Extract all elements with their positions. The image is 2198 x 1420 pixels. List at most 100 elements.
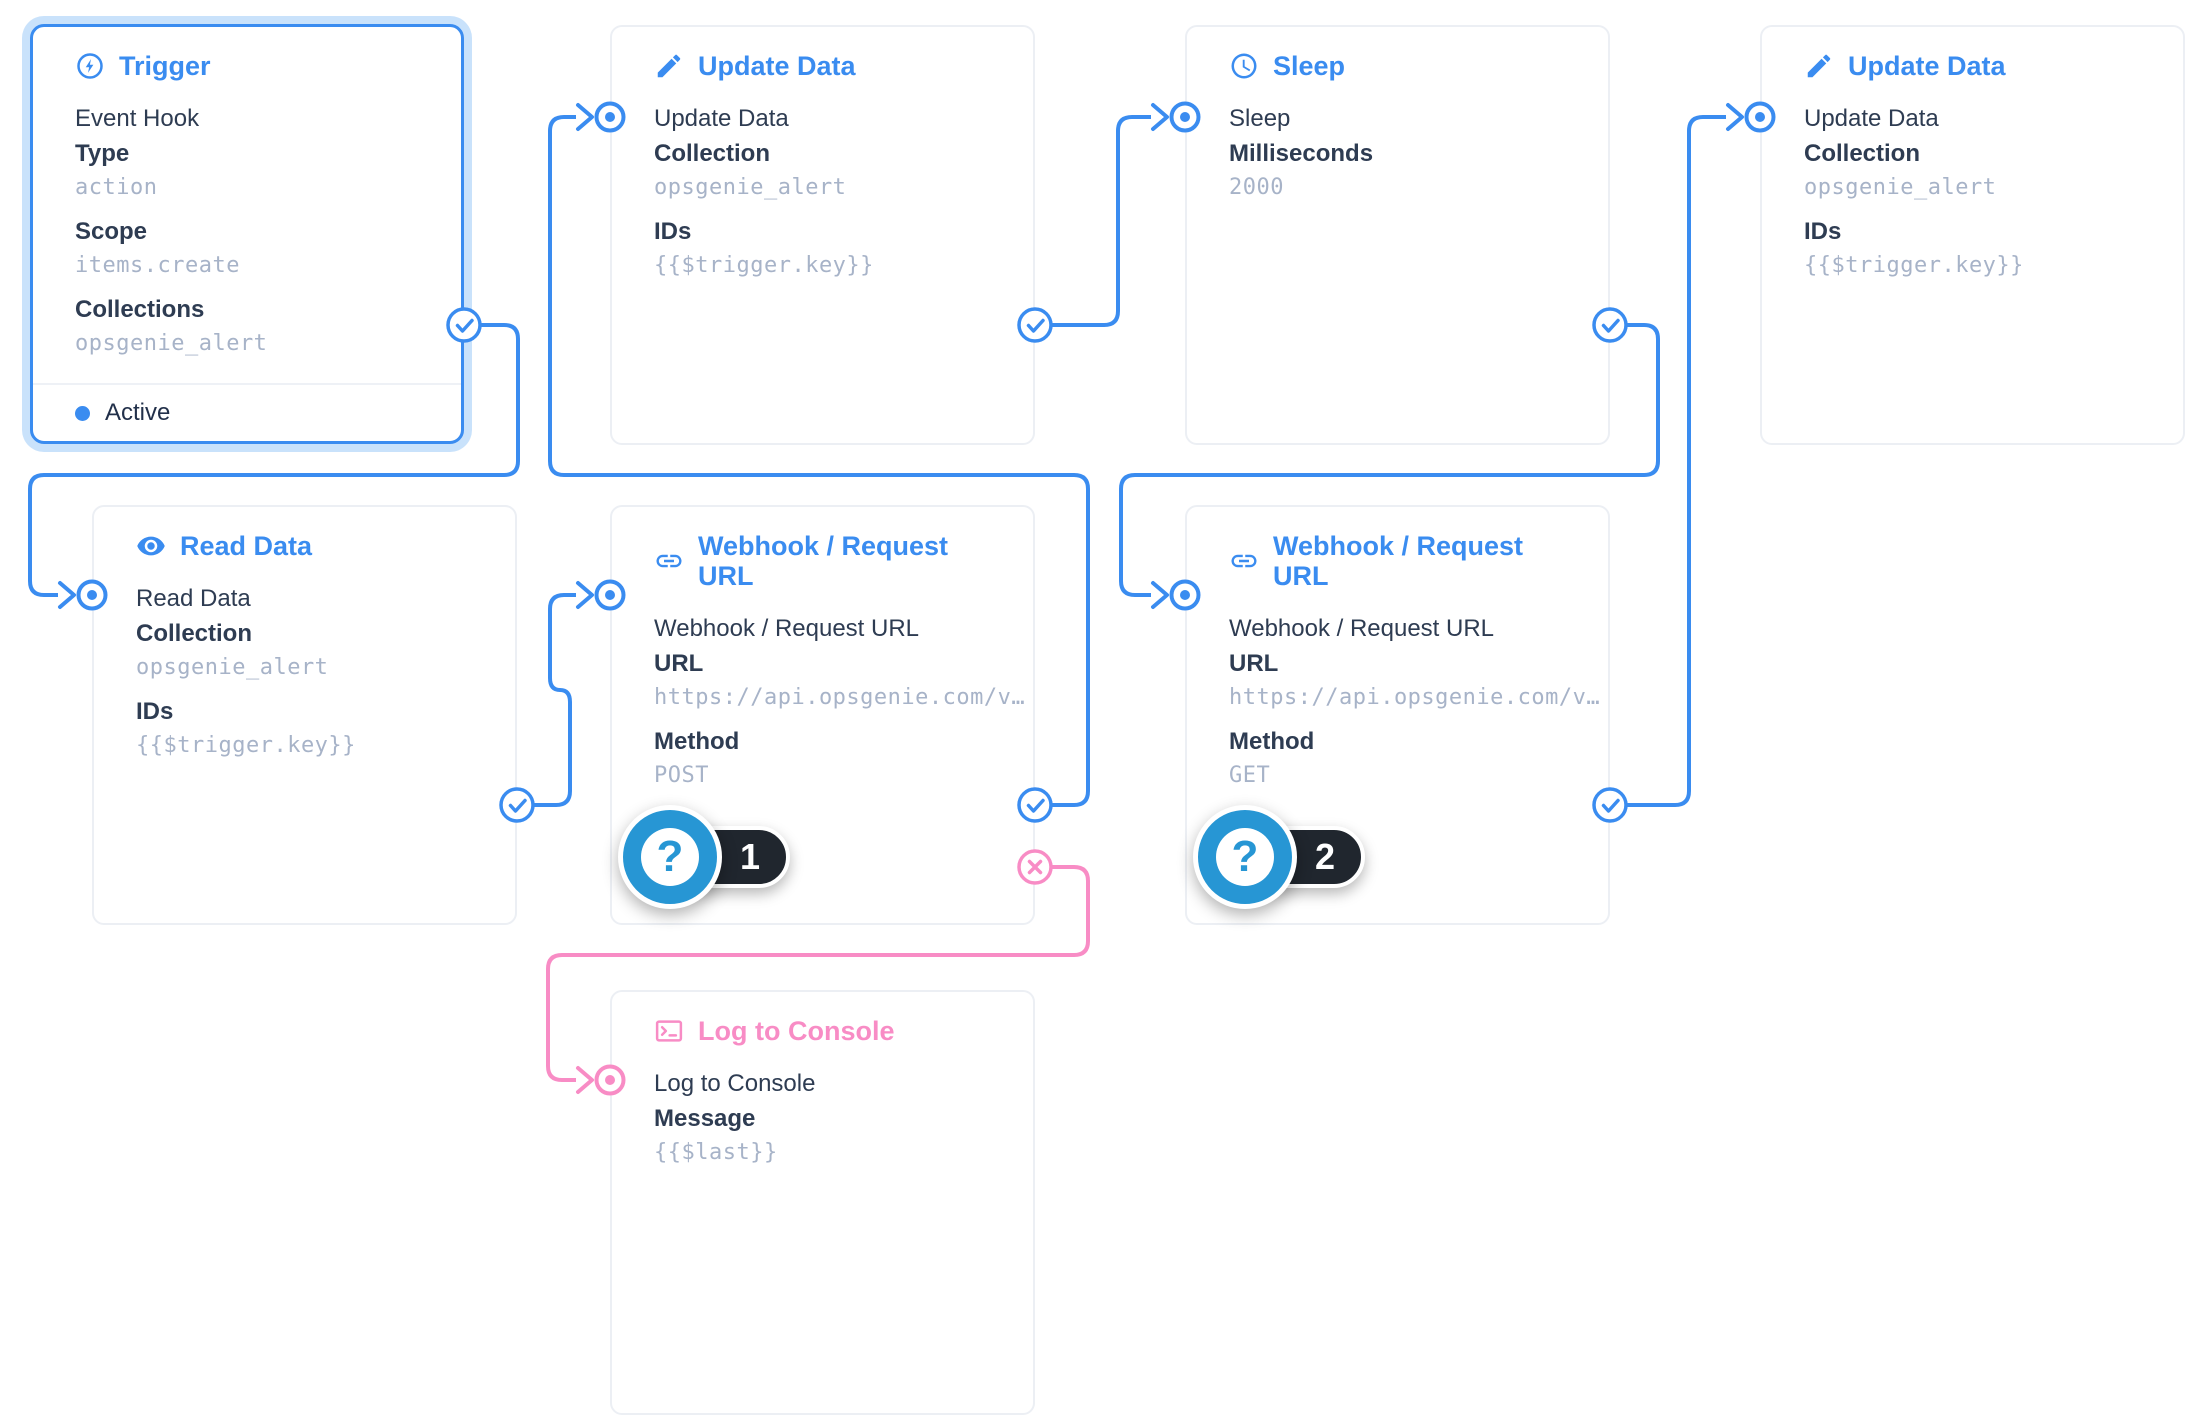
field-value: opsgenie_alert [654, 175, 847, 200]
field-label: Milliseconds [1229, 140, 1374, 167]
node-title-text: Sleep [1273, 51, 1346, 81]
pencil-icon [1804, 51, 1834, 81]
field-label: Collection [1804, 140, 1921, 167]
field-label: Message [654, 1105, 756, 1132]
unresolved-badge-1[interactable]: 1 ? [618, 805, 848, 915]
arrowhead-icon [576, 1066, 594, 1094]
status-footer: Active [33, 383, 461, 441]
node-title-text: Update Data [698, 51, 856, 81]
node-field: Collection opsgenie_alert [654, 140, 991, 202]
arrowhead-icon [58, 581, 76, 609]
link-icon [654, 546, 684, 576]
node-type-label: Update Data [654, 105, 789, 132]
field-value: {{$trigger.key}} [136, 733, 356, 758]
field-value: https://api.opsgenie.com/v… [654, 685, 1026, 710]
node-card-update-data-1[interactable]: Update Data Update Data Collection opsge… [610, 25, 1035, 445]
badge-count: 2 [1314, 836, 1335, 877]
node-type-label: Event Hook [75, 105, 200, 132]
node-type-label: Webhook / Request URL [1229, 615, 1495, 642]
node-field: URL https://api.opsgenie.com/v… [654, 650, 1026, 712]
node-title: Read Data [136, 531, 473, 561]
node-title-text: Update Data [1848, 51, 2006, 81]
field-label: Collection [136, 620, 253, 647]
node-field: Collection opsgenie_alert [1804, 140, 2141, 202]
field-value: opsgenie_alert [136, 655, 329, 680]
field-label: IDs [1804, 218, 1842, 245]
node-card-sleep[interactable]: Sleep Sleep Milliseconds 2000 [1185, 25, 1610, 445]
node-title: Sleep [1229, 51, 1566, 81]
node-title-text: Read Data [180, 531, 313, 561]
node-field: Collections opsgenie_alert [75, 296, 419, 358]
node-field: Message {{$last}} [654, 1105, 991, 1167]
badge-count: 1 [739, 836, 760, 877]
node-title: Trigger [75, 51, 419, 81]
node-field: Type action [75, 140, 419, 202]
field-value: opsgenie_alert [1804, 175, 1997, 200]
field-label: Collections [75, 296, 205, 323]
field-label: Method [1229, 728, 1315, 755]
node-title-text: Trigger [119, 51, 211, 81]
node-card-update-data-2[interactable]: Update Data Update Data Collection opsge… [1760, 25, 2185, 445]
active-status-dot [75, 405, 90, 421]
field-value: 2000 [1229, 175, 1284, 200]
node-field: IDs {{$trigger.key}} [1804, 218, 2141, 280]
field-label: IDs [654, 218, 692, 245]
field-value: action [75, 175, 158, 200]
node-title: Update Data [654, 51, 991, 81]
field-value: https://api.opsgenie.com/v… [1229, 685, 1601, 710]
node-field: Scope items.create [75, 218, 419, 280]
link-icon [1229, 546, 1259, 576]
question-glyph: ? [1231, 832, 1259, 881]
field-label: Scope [75, 218, 148, 245]
field-label: Method [654, 728, 740, 755]
node-card-log-to-console[interactable]: Log to Console Log to Console Message {{… [610, 990, 1035, 1415]
node-title: Webhook / Request URL [654, 531, 991, 591]
edge-update-data-1-to-sleep [1051, 103, 1169, 327]
status-badge: Active [105, 399, 171, 426]
node-title: Update Data [1804, 51, 2141, 81]
field-label: IDs [136, 698, 174, 725]
arrowhead-icon [576, 581, 594, 609]
field-value: {{$trigger.key}} [1804, 253, 2024, 278]
field-value: {{$trigger.key}} [654, 253, 874, 278]
question-glyph: ? [656, 832, 684, 881]
node-title: Webhook / Request URL [1229, 531, 1566, 591]
edge-webhook-get-to-update-data-2 [1626, 103, 1744, 807]
pencil-icon [654, 51, 684, 81]
arrowhead-icon [1151, 103, 1169, 131]
bolt-circle-icon [75, 51, 105, 81]
question-mark-icon[interactable]: ? [1193, 805, 1297, 909]
field-label: Collection [654, 140, 771, 167]
node-field: Method POST [654, 728, 991, 790]
field-value: opsgenie_alert [75, 331, 268, 356]
edge-read-data-to-webhook-post [533, 581, 594, 807]
node-field: IDs {{$trigger.key}} [654, 218, 991, 280]
arrowhead-icon [1151, 581, 1169, 609]
node-card-trigger[interactable]: Trigger Event Hook Type action Scope ite… [30, 24, 464, 444]
field-value: items.create [75, 253, 240, 278]
node-type-label: Read Data [136, 585, 251, 612]
node-field: Method GET [1229, 728, 1566, 790]
question-mark-icon[interactable]: ? [618, 805, 722, 909]
node-type-label: Webhook / Request URL [654, 615, 920, 642]
node-field: IDs {{$trigger.key}} [136, 698, 473, 760]
field-value: POST [654, 763, 709, 788]
node-type-label: Update Data [1804, 105, 1939, 132]
node-title: Log to Console [654, 1016, 991, 1046]
unresolved-badge-2[interactable]: 2 ? [1193, 805, 1423, 915]
field-value: GET [1229, 763, 1271, 788]
terminal-icon [654, 1016, 684, 1046]
node-card-read-data[interactable]: Read Data Read Data Collection opsgenie_… [92, 505, 517, 925]
node-field: URL https://api.opsgenie.com/v… [1229, 650, 1601, 712]
field-label: Type [75, 140, 130, 167]
node-field: Collection opsgenie_alert [136, 620, 473, 682]
node-title-text: Webhook / Request URL [1273, 531, 1524, 591]
node-type-label: Sleep [1229, 105, 1291, 132]
node-title-text: Webhook / Request URL [698, 531, 949, 591]
arrowhead-icon [1726, 103, 1744, 131]
eye-icon [136, 531, 166, 561]
field-label: URL [654, 650, 704, 677]
node-field: Milliseconds 2000 [1229, 140, 1566, 202]
arrowhead-icon [576, 103, 594, 131]
